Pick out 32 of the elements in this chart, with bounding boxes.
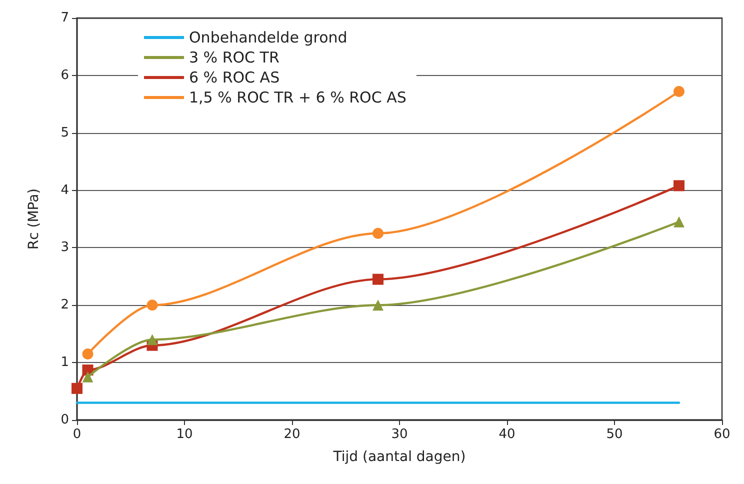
y-tick-label: 7 [60,10,69,26]
x-tick-label: 50 [606,427,623,442]
x-axis-title: Tijd (aantal dagen) [332,449,466,465]
point [674,180,684,192]
point [674,86,684,98]
point [372,228,384,239]
y-tick-label: 0 [60,412,69,428]
y-tick-label: 2 [60,298,69,313]
y-axis-title: Rc (MPa) [26,188,42,250]
y-tick-label: 5 [60,125,69,140]
x-tick-label: 10 [176,427,193,442]
x-tick-label: 60 [714,427,730,442]
x-tick-label: 20 [284,427,300,442]
point [82,348,94,360]
legend-label: 6 % ROC AS [189,68,280,86]
x-tick-label: 30 [391,427,408,442]
point [82,371,94,382]
legend-label: Onbehandelde grond [189,28,348,46]
point [674,216,684,228]
y-tick-label: 4 [60,182,69,198]
y-tick-label: 3 [60,240,69,256]
x-tick-label: 0 [72,427,82,442]
y-tick-label: 6 [60,68,69,83]
point [72,382,82,394]
point [372,274,384,285]
point [146,334,158,346]
point [146,300,158,311]
x-tick-label: 40 [498,427,516,442]
point [372,300,384,311]
legend-label: 1,5 % ROC TR + 6 % ROC AS [189,88,406,106]
legend-label: 3 % ROC TR [189,48,280,66]
y-tick-label: 1 [60,355,69,370]
